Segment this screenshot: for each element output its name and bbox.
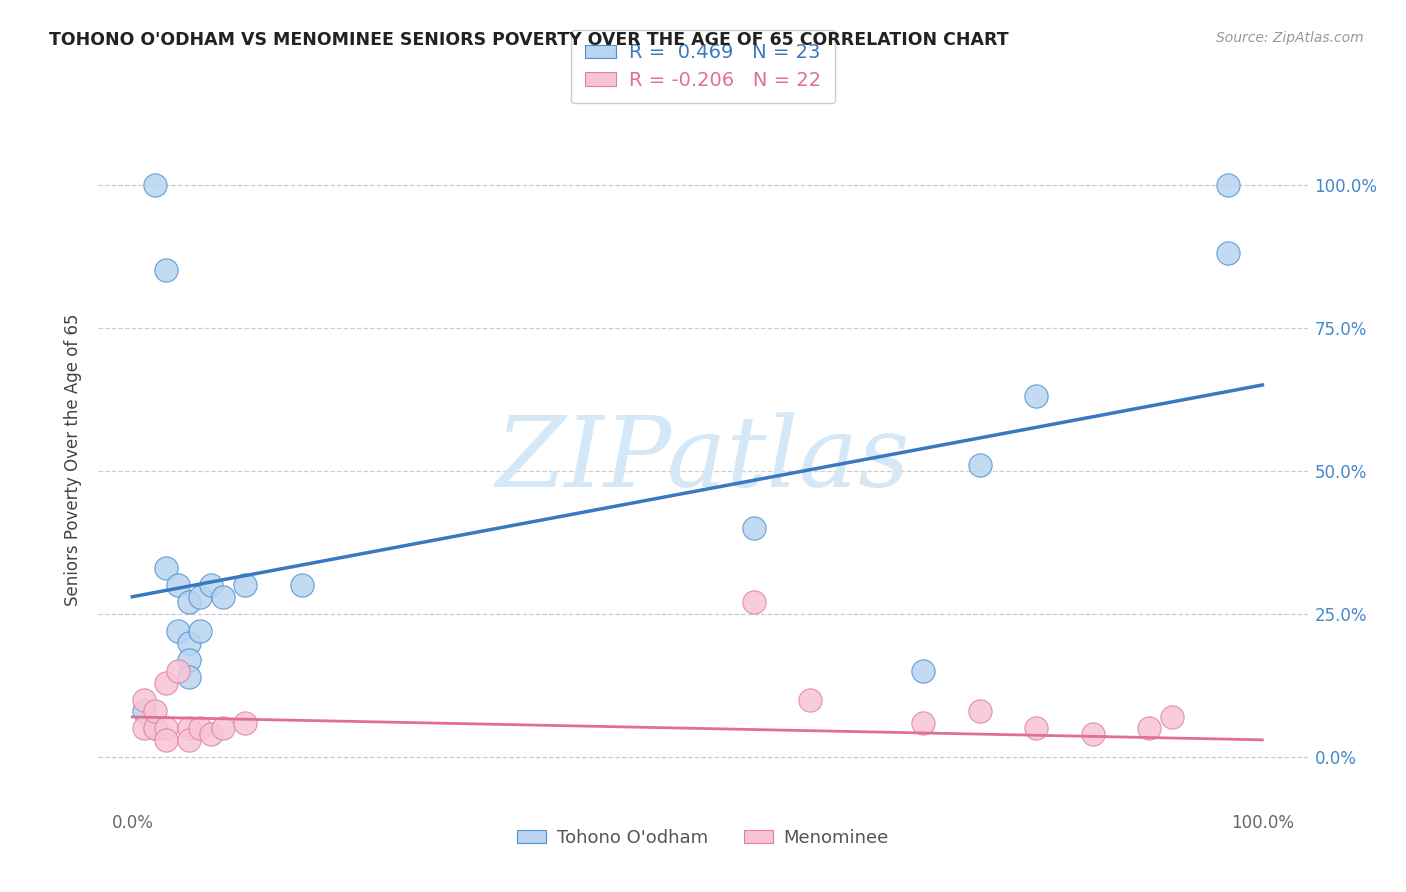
Point <box>132 704 155 718</box>
Point <box>1218 246 1240 260</box>
Point <box>211 590 233 604</box>
Point <box>132 692 155 706</box>
Legend: Tohono O'odham, Menominee: Tohono O'odham, Menominee <box>508 820 898 855</box>
Point <box>742 595 765 609</box>
Point <box>912 715 935 730</box>
Text: ZIPatlas: ZIPatlas <box>496 412 910 507</box>
Y-axis label: Seniors Poverty Over the Age of 65: Seniors Poverty Over the Age of 65 <box>65 313 83 606</box>
Point <box>1025 389 1047 403</box>
Point <box>143 722 166 736</box>
Text: TOHONO O'ODHAM VS MENOMINEE SENIORS POVERTY OVER THE AGE OF 65 CORRELATION CHART: TOHONO O'ODHAM VS MENOMINEE SENIORS POVE… <box>49 31 1010 49</box>
Point <box>155 722 177 736</box>
Point <box>143 178 166 192</box>
Point <box>177 595 200 609</box>
Point <box>166 664 188 678</box>
Point <box>211 722 233 736</box>
Point <box>132 722 155 736</box>
Point <box>233 578 256 592</box>
Point <box>799 692 821 706</box>
Point <box>155 732 177 747</box>
Point <box>1218 178 1240 192</box>
Point <box>200 578 222 592</box>
Point <box>200 727 222 741</box>
Text: Source: ZipAtlas.com: Source: ZipAtlas.com <box>1216 31 1364 45</box>
Point <box>233 715 256 730</box>
Point <box>177 722 200 736</box>
Point <box>1081 727 1104 741</box>
Point <box>143 704 166 718</box>
Point <box>1137 722 1160 736</box>
Point <box>177 635 200 649</box>
Point <box>166 624 188 639</box>
Point <box>177 653 200 667</box>
Point <box>969 704 991 718</box>
Point <box>188 590 211 604</box>
Point <box>912 664 935 678</box>
Point <box>742 521 765 535</box>
Point <box>155 561 177 575</box>
Point <box>177 670 200 684</box>
Point <box>1025 722 1047 736</box>
Point <box>155 263 177 277</box>
Point <box>291 578 314 592</box>
Point <box>155 675 177 690</box>
Point <box>177 732 200 747</box>
Point <box>1161 710 1184 724</box>
Point <box>188 722 211 736</box>
Point <box>969 458 991 472</box>
Point <box>166 578 188 592</box>
Point <box>188 624 211 639</box>
Point <box>143 722 166 736</box>
